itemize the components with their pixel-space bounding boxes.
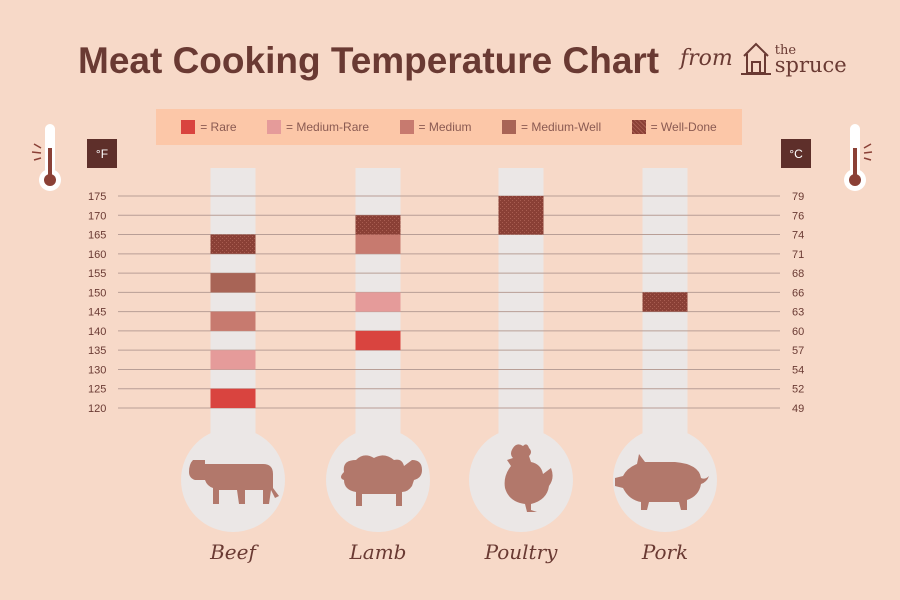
legend-swatch [399, 120, 414, 134]
brand-the-text: the [774, 43, 797, 58]
fahrenheit-tick-label: 170 [88, 210, 106, 222]
legend: = Rare = Medium-Rare = Medium = Medium-Well… [156, 109, 742, 145]
legend-item: = Well-Done [631, 120, 717, 134]
meat-label-beef: Beef [210, 540, 256, 564]
doneness-band-medium [355, 234, 401, 254]
meat-label-lamb: Lamb [349, 540, 407, 564]
doneness-band-medium [210, 311, 256, 331]
legend-swatch [181, 120, 196, 134]
pig-icon [615, 454, 709, 510]
fahrenheit-tick-label: 125 [88, 384, 106, 396]
fahrenheit-tick-label: 145 [88, 307, 106, 319]
legend-swatch [267, 120, 282, 134]
doneness-band-well-done [498, 196, 544, 235]
celsius-tick-label: 79 [792, 191, 804, 203]
brand-from-text: from [680, 45, 733, 71]
doneness-band-medium-well [210, 273, 256, 293]
fahrenheit-tick-label: 160 [88, 249, 106, 261]
fahrenheit-tick-label: 135 [88, 345, 106, 357]
doneness-band-well-done [642, 292, 688, 312]
celsius-tick-label: 57 [792, 345, 804, 357]
fahrenheit-unit-badge: °F [87, 139, 117, 168]
chart-title: Meat Cooking Temperature Chart [78, 40, 660, 81]
fahrenheit-tick-label: 165 [88, 230, 106, 242]
fahrenheit-tick-label: 150 [88, 287, 106, 299]
celsius-tick-label: 68 [792, 268, 804, 280]
doneness-band-medium-rare [210, 350, 256, 370]
fahrenheit-tick-label: 140 [88, 326, 106, 338]
legend-label: = Medium [418, 120, 472, 134]
fahrenheit-tick-label: 155 [88, 268, 106, 280]
meat-label-pork: Pork [641, 540, 689, 564]
doneness-band-well-done [210, 234, 256, 254]
brand-logo-group: from the spruce [680, 40, 847, 76]
thermometer-icon [31, 124, 61, 191]
celsius-tick-label: 63 [792, 307, 804, 319]
spruce-logo: the spruce [740, 40, 847, 77]
cow-icon [189, 460, 279, 504]
brand-spruce-text: spruce [774, 53, 847, 77]
celsius-tick-label: 60 [792, 326, 804, 338]
celsius-tick-label: 52 [792, 384, 804, 396]
celsius-tick-label: 49 [792, 403, 804, 415]
doneness-band-well-done [355, 215, 401, 235]
celsius-unit-badge: °C [781, 139, 811, 168]
legend-item: = Medium-Rare [267, 120, 369, 134]
doneness-band-medium-rare [355, 292, 401, 312]
thermometer-icon [844, 124, 873, 191]
legend-swatch [502, 120, 516, 134]
legend-label: = Medium-Rare [286, 120, 370, 134]
fahrenheit-tick-label: 120 [88, 403, 106, 415]
legend-label: = Medium-Well [521, 120, 602, 134]
chicken-icon [504, 444, 553, 512]
celsius-tick-label: 71 [792, 249, 804, 261]
legend-item: = Rare [181, 120, 237, 134]
house-icon [740, 42, 771, 75]
legend-item: = Medium [399, 120, 472, 134]
legend-label: = Rare [200, 120, 237, 134]
doneness-band-rare [355, 330, 401, 351]
sheep-icon [341, 455, 422, 506]
celsius-tick-label: 54 [792, 364, 804, 376]
legend-swatch [631, 120, 646, 134]
legend-label: = Well-Done [650, 120, 717, 134]
celsius-tick-label: 66 [792, 287, 804, 299]
celsius-tick-label: 76 [792, 210, 804, 222]
legend-item: = Medium-Well [502, 120, 601, 134]
doneness-band-rare [210, 388, 256, 408]
fahrenheit-tick-label: 130 [88, 364, 106, 376]
celsius-tick-label: 74 [792, 230, 804, 242]
meat-label-poultry: Poultry [484, 540, 558, 564]
fahrenheit-tick-label: 175 [88, 191, 106, 203]
